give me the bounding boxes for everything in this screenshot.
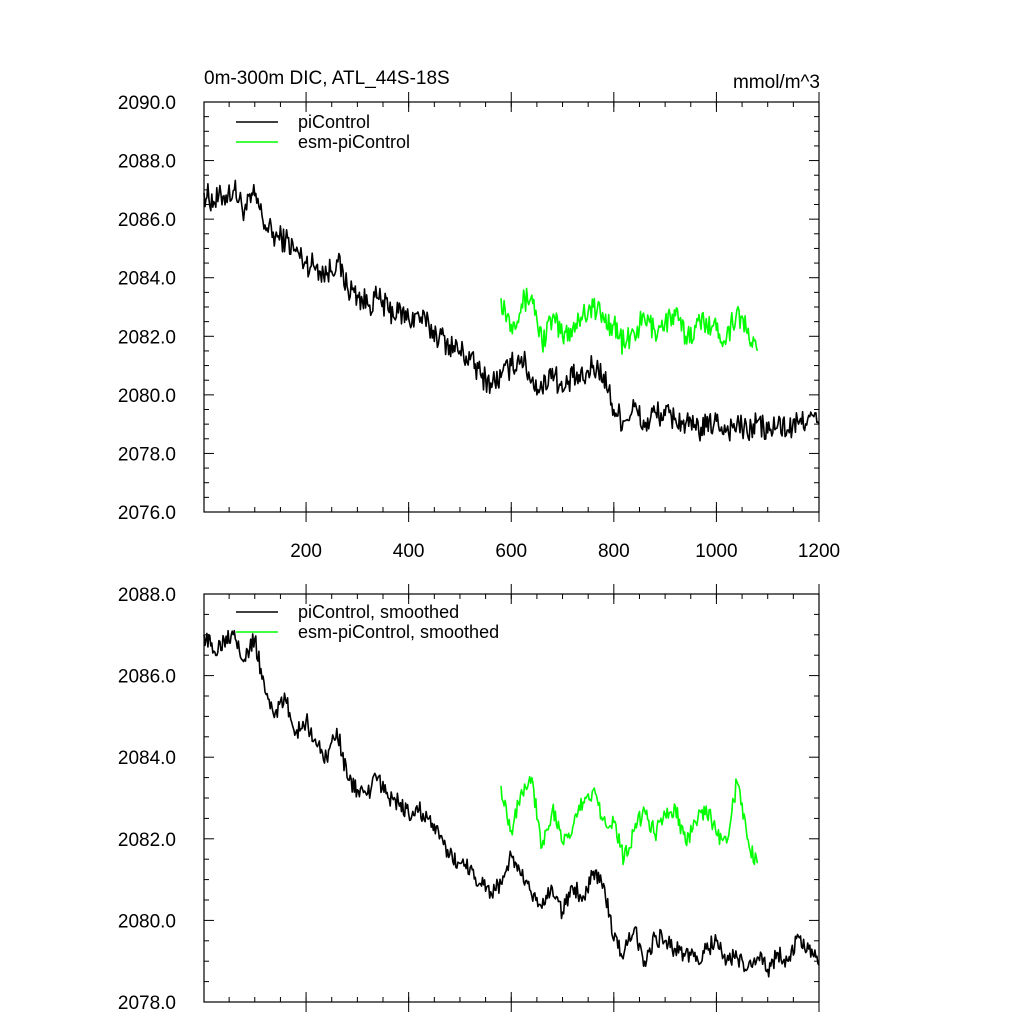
plot-frame [203, 101, 820, 513]
y-tick-label: 2090.0 [118, 93, 176, 114]
top-plot-area: 2076.0 2078.0 2080.0 2082.0 2084.0 2086.0 2088… [118, 92, 840, 562]
x-tick-label: 1200 [798, 541, 840, 562]
y-tick-label: 2086.0 [118, 210, 176, 231]
y-tick-label: 2080.0 [118, 386, 176, 407]
plot-frame [203, 593, 820, 1003]
legend-label: esm-piControl, smoothed [298, 622, 499, 642]
legend-label: piControl, smoothed [298, 602, 459, 622]
x-tick-label: 1000 [695, 541, 737, 562]
y-tick-label: 2088.0 [118, 585, 176, 606]
y-tick-label: 2078.0 [118, 993, 176, 1014]
series-line-picontrol [203, 179, 820, 442]
legend-label: piControl [298, 112, 370, 132]
x-tick-label: 600 [495, 541, 527, 562]
units-label: mmol/m^3 [733, 72, 820, 93]
y-tick-label: 2082.0 [118, 327, 176, 348]
series-line-picontrol [203, 629, 820, 978]
x-tick-label: 800 [598, 541, 630, 562]
bottom-plot-area: 2078.0 2080.0 2082.0 2084.0 2086.0 2088.0 [118, 584, 820, 1014]
y-tick-label: 2078.0 [118, 444, 176, 465]
y-tick-label: 2084.0 [118, 748, 176, 769]
y-tick-label: 2084.0 [118, 269, 176, 290]
legend-label: esm-piControl [298, 132, 410, 152]
bottom-panel: 2078.0 2080.0 2082.0 2084.0 2086.0 2088.0 piC… [118, 584, 820, 1014]
series-line-esm-picontrol [500, 287, 759, 355]
y-tick-label: 2082.0 [118, 830, 176, 851]
x-tick-label: 400 [393, 541, 425, 562]
series-line-esm-picontrol [500, 776, 759, 866]
top-panel: 0m-300m DIC, ATL_44S-18S mmol/m^3 2076.0… [118, 68, 840, 562]
chart-title: 0m-300m DIC, ATL_44S-18S [204, 68, 450, 89]
y-tick-label: 2080.0 [118, 911, 176, 932]
y-tick-label: 2076.0 [118, 503, 176, 524]
x-tick-label: 200 [290, 541, 322, 562]
y-tick-label: 2088.0 [118, 152, 176, 173]
y-tick-label: 2086.0 [118, 667, 176, 688]
